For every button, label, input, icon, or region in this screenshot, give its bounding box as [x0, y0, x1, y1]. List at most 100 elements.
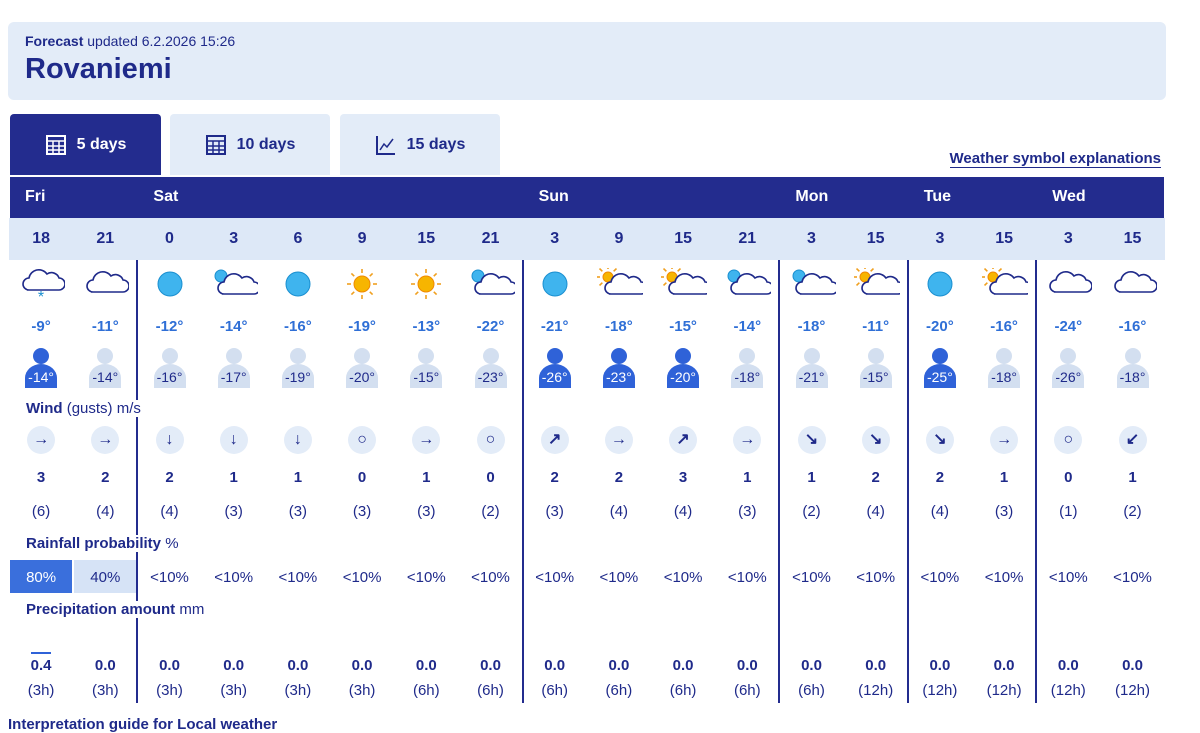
- tab[interactable]: 10 days: [170, 114, 330, 175]
- weather-symbol: [83, 268, 131, 306]
- feels-like-icon-svg: [1052, 348, 1085, 388]
- updated: updated 6.2.2026 15:26: [87, 33, 236, 49]
- feels-like: -15°: [862, 369, 889, 385]
- forecast-label: Forecast: [25, 33, 84, 49]
- wind-speed: 0: [1064, 469, 1073, 486]
- tab-label: 5 days: [76, 135, 127, 153]
- rain-probability: <10%: [792, 569, 831, 586]
- feels-like: -17°: [220, 369, 247, 385]
- feels-like: -23°: [605, 369, 632, 385]
- wind-direction: ↙: [1118, 426, 1147, 454]
- weather-symbol-svg: [1049, 271, 1094, 293]
- weather-symbol-svg: [927, 271, 953, 297]
- wind-direction: ○: [348, 426, 377, 454]
- wind-direction: ↓: [219, 426, 248, 454]
- weather-symbol: [148, 268, 194, 306]
- temperature: -11°: [862, 318, 890, 335]
- tab[interactable]: 5 days: [10, 114, 161, 175]
- precip-period: (12h): [986, 682, 1022, 699]
- precip-period: (3h): [284, 682, 312, 699]
- rain-probability: <10%: [471, 569, 510, 586]
- temperature: -16°: [1118, 318, 1147, 335]
- calendar-icon: [205, 134, 226, 155]
- feels-like-icon: [408, 346, 444, 388]
- precip-period: (3h): [156, 682, 183, 699]
- footer-link[interactable]: Interpretation guide for Local weather: [8, 716, 278, 733]
- precip-period: (6h): [477, 682, 504, 699]
- precip-period: (3h): [220, 682, 248, 699]
- hour-row: [9, 218, 1165, 260]
- feels-like-icon: [858, 346, 894, 388]
- precip-amount: 0.0: [94, 657, 116, 674]
- wind-gusts: (2): [802, 503, 821, 520]
- wind-gusts: (3): [417, 503, 436, 520]
- temperature: -18°: [605, 318, 633, 335]
- precip-period: (6h): [412, 682, 440, 699]
- weather-symbol-svg: [852, 265, 905, 295]
- rain-probability: <10%: [1113, 569, 1152, 586]
- precip-period: (6h): [669, 682, 697, 699]
- day-header: [138, 177, 522, 218]
- wind-speed: 2: [871, 469, 880, 486]
- symbol-link[interactable]: Weather symbol explanations: [949, 150, 1161, 168]
- weather-symbol-svg: [411, 269, 442, 299]
- hour: 3: [807, 230, 816, 247]
- day-divider: [521, 177, 524, 703]
- feels-like: -14°: [28, 369, 55, 385]
- wind-speed: 1: [999, 469, 1009, 486]
- row-label: Wind (gusts) m/s: [26, 400, 147, 417]
- rain-probability: <10%: [663, 569, 703, 586]
- wind-direction: ↘: [797, 426, 826, 454]
- day-name: Wed: [1052, 188, 1086, 205]
- feels-like: -21°: [798, 369, 825, 385]
- precip-amount: 0.4: [30, 657, 52, 674]
- precip-amount: 0.0: [544, 657, 566, 674]
- temperature: -18°: [797, 318, 826, 335]
- feels-like-icon: [922, 346, 958, 388]
- day-name: Sun: [538, 188, 569, 205]
- wind-gusts: (1): [1059, 503, 1078, 520]
- wind-gusts: (3): [545, 503, 564, 520]
- temperature: -19°: [348, 318, 376, 335]
- hour: 15: [995, 230, 1013, 247]
- wind-gusts: (4): [866, 503, 885, 520]
- feels-like-icon-svg: [281, 348, 314, 388]
- weather-symbol: [660, 265, 712, 306]
- hour: 3: [229, 230, 239, 247]
- precip-amount: 0.0: [1122, 657, 1143, 674]
- row-title: Wind: [26, 400, 63, 417]
- weather-symbol: [595, 265, 648, 306]
- feels-like-icon-svg: [859, 348, 892, 388]
- hour: 3: [1063, 230, 1073, 247]
- feels-like-icon: [216, 346, 252, 388]
- precip-period: (6h): [541, 682, 569, 699]
- feels-like-icon-svg: [25, 348, 58, 388]
- wind-gusts: (6): [31, 503, 51, 520]
- precip-period: (3h): [348, 682, 376, 699]
- weather-symbol-svg: [660, 265, 712, 295]
- feels-like-icon: [152, 346, 188, 388]
- wind-speed: 0: [486, 469, 495, 486]
- rain-probability: <10%: [278, 569, 318, 586]
- weather-symbol: [469, 268, 518, 306]
- tab[interactable]: 15 days: [340, 114, 500, 175]
- weather-symbol: [918, 268, 964, 306]
- day-header: [780, 177, 907, 218]
- hour: 3: [550, 230, 560, 247]
- wind-speed: 1: [422, 469, 431, 486]
- precip-amount: 0.0: [865, 657, 887, 674]
- precip-amount: 0.0: [351, 657, 373, 674]
- precip-period: (3h): [27, 682, 55, 699]
- tab-label: 10 days: [236, 135, 296, 153]
- feels-like-icon-svg: [988, 348, 1021, 388]
- weather-symbol: [340, 268, 386, 306]
- wind-gusts: (4): [930, 503, 950, 520]
- precip-period: (6h): [733, 682, 761, 699]
- precip-period: (12h): [1050, 682, 1086, 699]
- hour: 21: [738, 230, 757, 247]
- precip-period: (3h): [91, 682, 119, 699]
- precip-amount: 0.0: [801, 657, 822, 674]
- row-label: Precipitation amount mm: [26, 601, 211, 618]
- wind-gusts: (4): [673, 503, 693, 520]
- wind-gusts: (4): [96, 503, 115, 520]
